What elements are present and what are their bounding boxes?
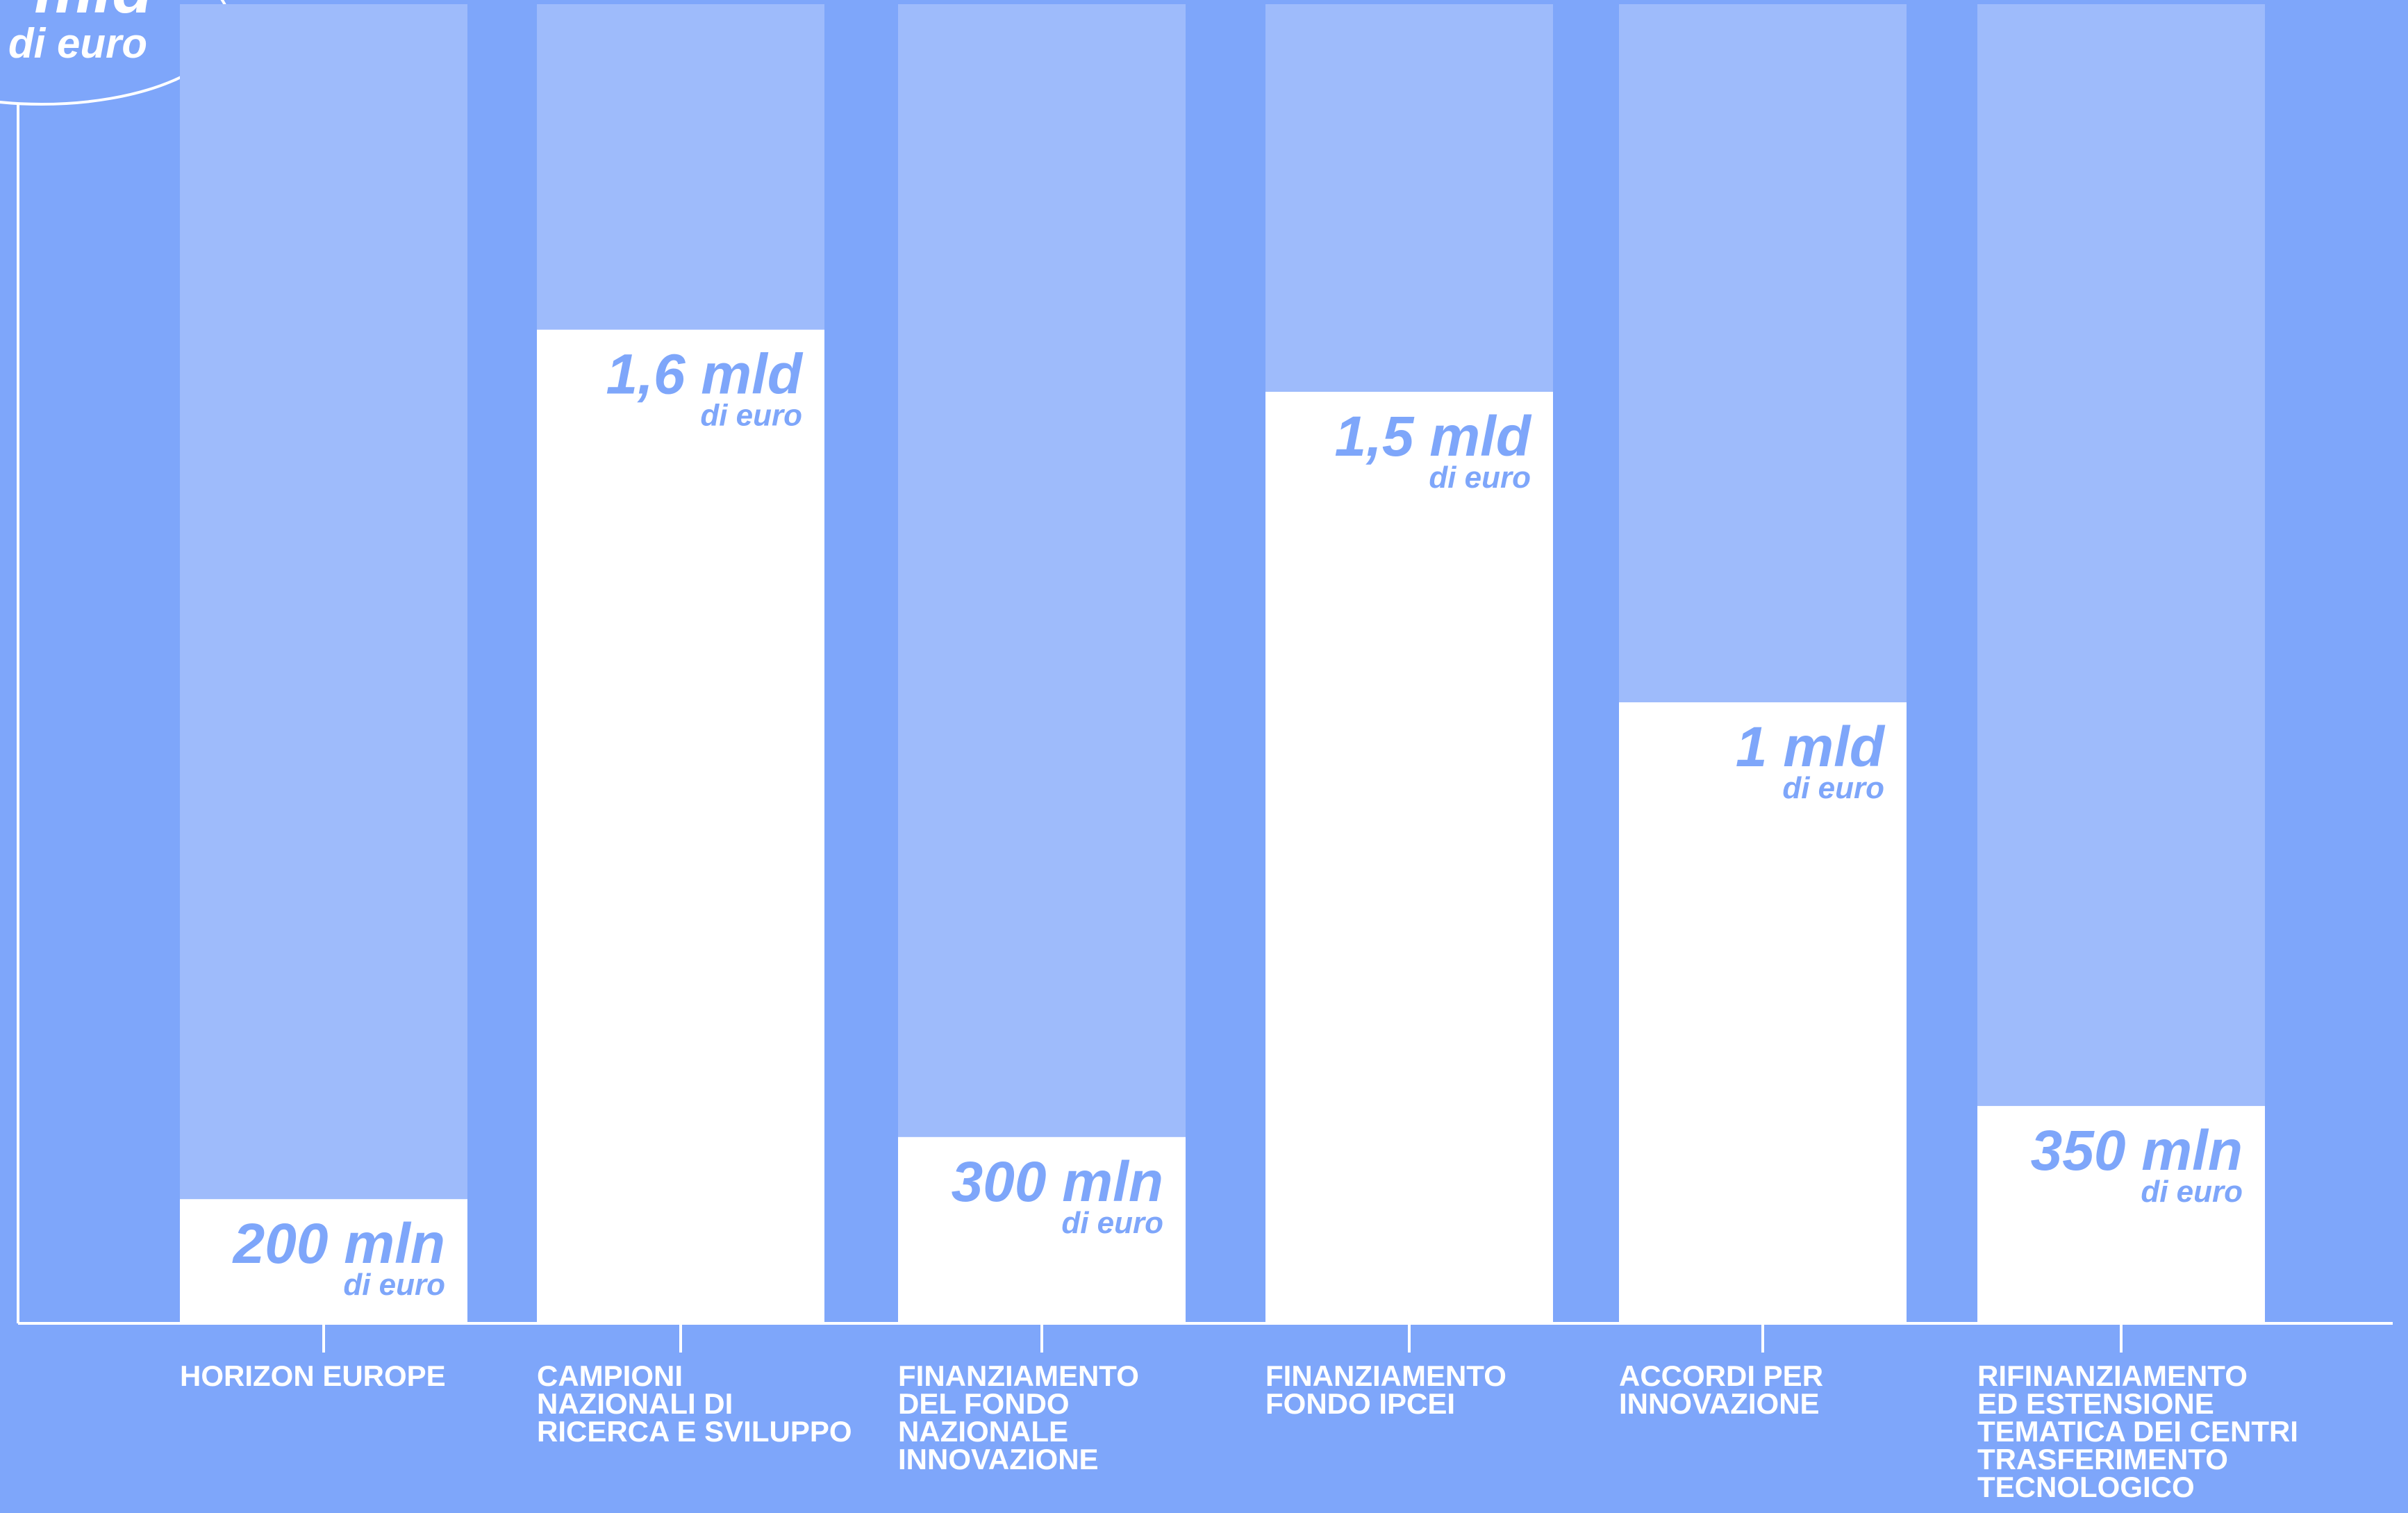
bar-6-category-line: RIFINANZIAMENTO [1977, 1359, 2248, 1392]
bar-4-value-unit: di euro [1429, 461, 1531, 495]
axis-group [17, 104, 2393, 1325]
bar-6-value-label: 350 mln [2031, 1119, 2243, 1182]
bar-5-value-unit: di euro [1782, 771, 1884, 805]
bar-6-value-unit: di euro [2141, 1175, 2243, 1209]
bar-4-value-label: 1,5 mld [1334, 405, 1531, 468]
bar-2-category-label: CAMPIONI NAZIONALI DI RICERCA E SVILUPPO [537, 1359, 852, 1448]
bar-6-category-line: TECNOLOGICO [1977, 1471, 2195, 1503]
bar-6-category-line: TRASFERIMENTO [1977, 1443, 2228, 1475]
bar-6-category-line: ED ESTENSIONE [1977, 1387, 2214, 1420]
bar-5-category-line: INNOVAZIONE [1619, 1387, 1820, 1420]
bar-2-fill [537, 329, 824, 1324]
bar-4-category-line: FINANZIAMENTO [1265, 1359, 1506, 1392]
bar-3-track [898, 4, 1186, 1323]
bar-6-track [1977, 4, 2265, 1323]
bar-1-category-label: HORIZON EUROPE [180, 1359, 446, 1392]
bar-1-track [180, 4, 467, 1323]
bar-3-category-line: NAZIONALE [898, 1415, 1068, 1448]
bar-1-category-line: HORIZON EUROPE [180, 1359, 446, 1392]
bar-4-fill [1265, 392, 1553, 1323]
bar-1-value-unit: di euro [343, 1268, 445, 1302]
bar-3-fill [898, 1136, 1186, 1323]
total-badge: mld di euro [0, 0, 231, 106]
bar-3-category-line: FINANZIAMENTO [898, 1359, 1139, 1392]
bar-2-category-line: NAZIONALI DI [537, 1387, 733, 1420]
bar-2-category-line: CAMPIONI [537, 1359, 683, 1392]
bar-4-category-line: FONDO IPCEI [1265, 1387, 1455, 1420]
total-badge-unit: di euro [8, 20, 147, 67]
bar-1-value-label: 200 mln [232, 1212, 445, 1275]
bar-5-category-label: ACCORDI PER INNOVAZIONE [1619, 1359, 1823, 1420]
bar-2-value-unit: di euro [700, 399, 802, 433]
bar-3-value-label: 300 mln [952, 1150, 1163, 1214]
bar-2-value-label: 1,6 mld [606, 343, 803, 406]
total-badge-main: mld [34, 0, 154, 27]
bar-6-category-line: TEMATICA DEI CENTRI [1977, 1415, 2298, 1448]
bar-5-fill [1619, 702, 1907, 1323]
bar-5-category-line: ACCORDI PER [1619, 1359, 1823, 1392]
bar-3-category-line: INNOVAZIONE [898, 1443, 1099, 1475]
bar-6-category-label: RIFINANZIAMENTO ED ESTENSIONE TEMATICA DEI… [1977, 1359, 2298, 1503]
bar-5-value-label: 1 mld [1736, 716, 1886, 779]
category-labels-group: HORIZON EUROPE CAMPIONI NAZIONALI DI RICERC… [180, 1323, 2298, 1503]
bar-1-fill [180, 1199, 467, 1323]
bar-2-category-line: RICERCA E SVILUPPO [537, 1415, 852, 1448]
bar-6-fill [1977, 1106, 2265, 1323]
bar-3-category-label: FINANZIAMENTO DEL FONDO NAZIONALE INNOVAZIO… [898, 1359, 1139, 1475]
bar-4-category-label: FINANZIAMENTO FONDO IPCEI [1265, 1359, 1506, 1420]
bar-3-category-line: DEL FONDO [898, 1387, 1070, 1420]
bar-3-value-unit: di euro [1061, 1206, 1163, 1240]
